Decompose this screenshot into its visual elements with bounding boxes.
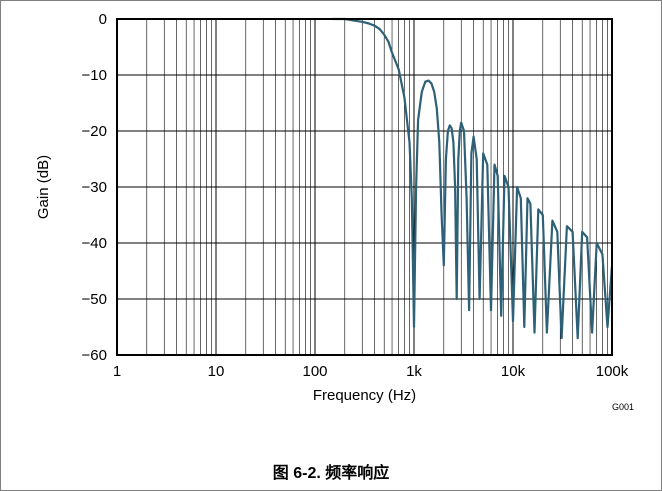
gain-response-series [332,17,614,340]
y-tick-label: −40 [82,235,107,252]
gain-line [332,17,614,340]
y-axis-title: Gain (dB) [35,155,52,219]
y-tick-label: −20 [82,123,107,140]
x-tick-label: 1k [406,363,422,380]
x-tick-label: 10k [501,363,526,380]
grid [117,19,612,355]
y-tick-label: −30 [82,179,107,196]
y-tick-label: −60 [82,347,107,364]
plot-area-border [116,18,613,356]
figure-id: G001 [612,402,634,412]
y-tick-label: −10 [82,67,107,84]
x-tick-label: 10 [208,363,225,380]
figure-caption: 图 6-2. 频率响应 [272,465,390,482]
y-tick-label: 0 [99,11,107,28]
x-tick-label: 1 [113,363,121,380]
tick-labels: 1 10 100 1k 10k 100k 0 −10 −20 −30 −40 −50 −60 [82,11,629,380]
x-tick-label: 100 [302,363,327,380]
x-tick-label: 100k [596,363,629,380]
x-axis-title: Frequency (Hz) [313,387,416,404]
y-tick-label: −50 [82,291,107,308]
